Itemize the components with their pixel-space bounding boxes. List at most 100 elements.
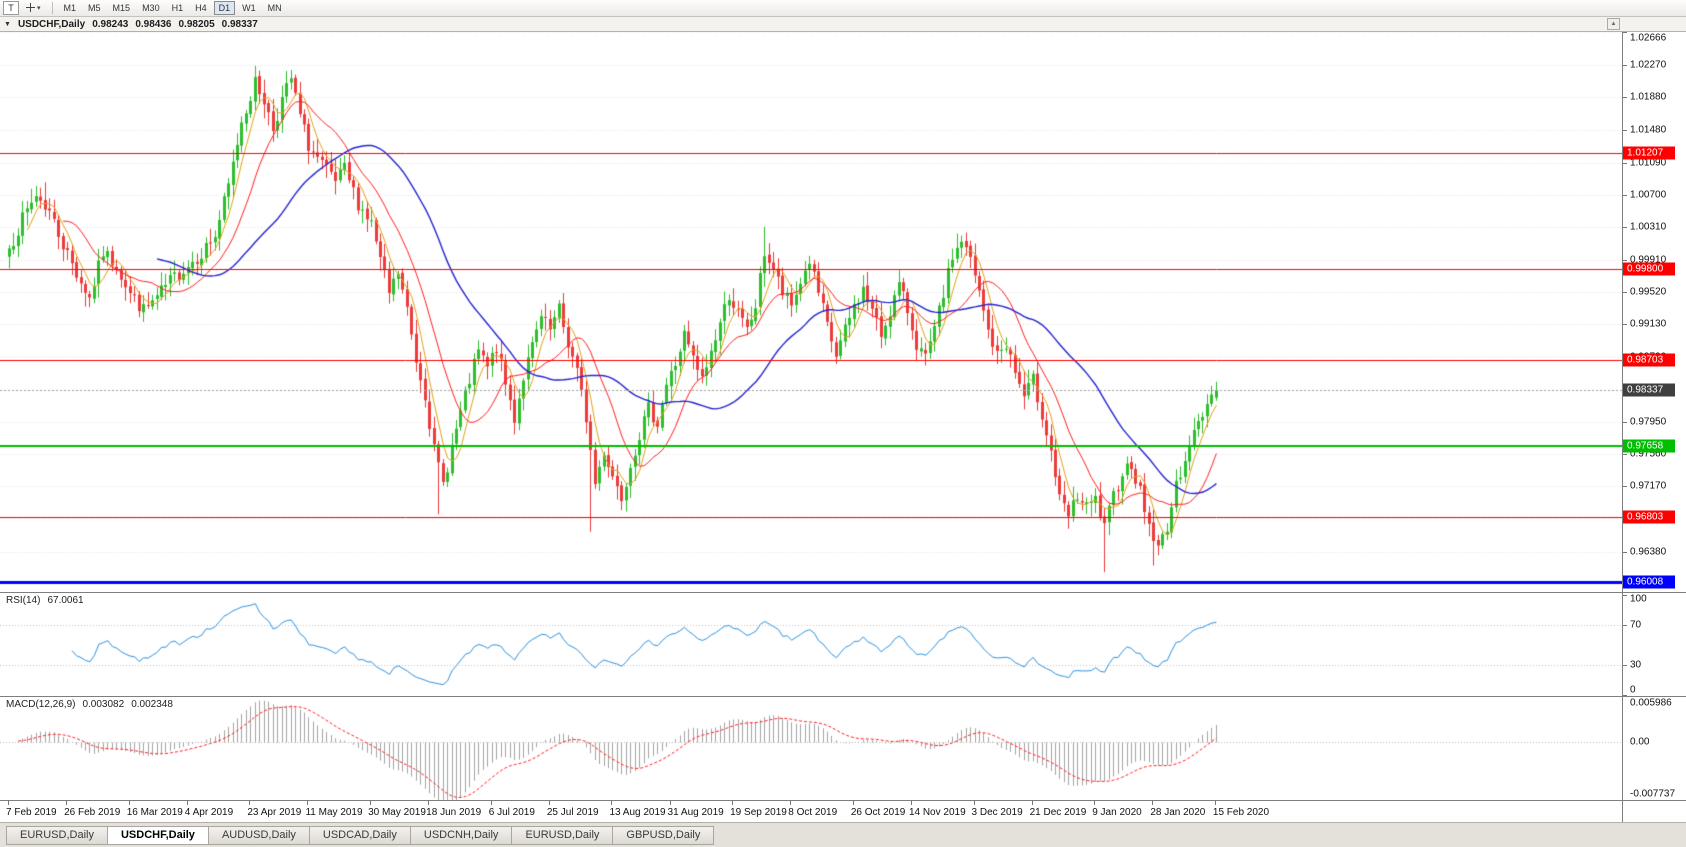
time-axis-tickmark xyxy=(187,801,188,805)
timeframe-button-m5[interactable]: M5 xyxy=(88,3,101,13)
macd-axis-label: -0.007737 xyxy=(1630,788,1676,800)
timeframe-button-d1[interactable]: D1 xyxy=(213,1,236,15)
hline-price-label: 0.97658 xyxy=(1623,439,1675,453)
time-axis-tickmark xyxy=(732,801,733,805)
timeframe-button-w1[interactable]: W1 xyxy=(242,3,256,13)
time-axis-label: 4 Apr 2019 xyxy=(184,807,234,818)
time-axis-tickmark xyxy=(129,801,130,805)
price-tick-label: 1.00700 xyxy=(1630,189,1667,201)
bar-close-value: 0.98337 xyxy=(221,18,258,30)
hline-price-label: 0.96008 xyxy=(1623,575,1675,589)
toolbar-separator xyxy=(51,2,53,14)
price-axis-tickmark xyxy=(1623,130,1627,131)
time-axis-tickmark xyxy=(670,801,671,805)
hline-price-label: 1.01207 xyxy=(1623,146,1675,160)
time-axis-label: 13 Aug 2019 xyxy=(609,807,666,818)
rsi-canvas[interactable] xyxy=(0,593,1622,696)
price-tick-label: 0.96380 xyxy=(1630,546,1667,558)
time-axis-tickmark xyxy=(66,801,67,805)
price-axis-tickmark xyxy=(1623,65,1627,66)
chart-tab-usdchf-daily-1[interactable]: USDCHF,Daily xyxy=(107,826,209,845)
price-tick-label: 0.99130 xyxy=(1630,318,1667,330)
time-axis-label: 8 Oct 2019 xyxy=(788,807,838,818)
macd-canvas[interactable] xyxy=(0,697,1622,800)
price-axis-tickmark xyxy=(1623,422,1627,423)
timeframe-button-m30[interactable]: M30 xyxy=(142,3,160,13)
chart-tab-gbpusd-daily-6[interactable]: GBPUSD,Daily xyxy=(613,826,715,845)
chart-scroll-button[interactable]: ▲ xyxy=(1607,18,1620,30)
axis-corner-separator xyxy=(1622,801,1623,822)
chart-tab-usdcad-daily-3[interactable]: USDCAD,Daily xyxy=(309,826,411,845)
timeframe-group: M1 M5 M15 M30 H1 H4 D1 W1 MN xyxy=(59,1,287,15)
chart-tab-eurusd-daily-0[interactable]: EURUSD,Daily xyxy=(6,826,108,845)
rsi-indicator-value: 67.0061 xyxy=(47,595,84,606)
rsi-axis-label: 30 xyxy=(1630,659,1642,670)
bar-open-value: 0.98243 xyxy=(92,18,129,30)
timeframe-button-h4[interactable]: H4 xyxy=(195,3,207,13)
price-axis-tickmark xyxy=(1623,454,1627,455)
price-tick-label: 1.02666 xyxy=(1630,32,1667,44)
rsi-axis-tickmark xyxy=(1623,695,1627,696)
time-axis-label: 21 Dec 2019 xyxy=(1029,807,1087,818)
time-axis-tickmark xyxy=(790,801,791,805)
time-axis-tickmark xyxy=(974,801,975,805)
time-axis-tickmark xyxy=(491,801,492,805)
time-axis[interactable]: 7 Feb 2019 26 Feb 2019 16 Mar 2019 4 Apr 20… xyxy=(0,800,1686,822)
rsi-panel: RSI(14) 67.0061 100 70 30 0 xyxy=(0,592,1686,696)
time-axis-tickmark xyxy=(1152,801,1153,805)
price-tick-label: 0.97950 xyxy=(1630,416,1667,428)
bar-high-value: 0.98436 xyxy=(135,18,172,30)
macd-label: MACD(12,26,9) 0.003082 0.002348 xyxy=(6,699,173,710)
time-axis-label: 18 Jun 2019 xyxy=(426,807,482,818)
price-tick-label: 1.00310 xyxy=(1630,221,1667,233)
time-axis-tickmark xyxy=(249,801,250,805)
timeframe-button-m15[interactable]: M15 xyxy=(112,3,131,13)
chart-tab-eurusd-daily-5[interactable]: EURUSD,Daily xyxy=(512,826,614,845)
price-tick-label: 1.02270 xyxy=(1630,59,1667,71)
cursor-tool-button[interactable]: ▾ xyxy=(21,1,46,15)
timeframe-button-m1[interactable]: M1 xyxy=(63,3,77,13)
price-chart-canvas[interactable] xyxy=(0,32,1622,592)
time-axis-label: 31 Aug 2019 xyxy=(667,807,724,818)
rsi-label: RSI(14) 67.0061 xyxy=(6,595,84,606)
price-axis-tickmark xyxy=(1623,260,1627,261)
time-axis-label: 23 Apr 2019 xyxy=(247,807,302,818)
time-axis-tickmark xyxy=(428,801,429,805)
chart-tab-audusd-daily-2[interactable]: AUDUSD,Daily xyxy=(208,826,310,845)
price-axis-tickmark xyxy=(1623,324,1627,325)
price-tick-label: 0.97170 xyxy=(1630,480,1667,492)
rsi-axis[interactable]: 100 70 30 0 xyxy=(1622,593,1686,696)
price-axis-tickmark xyxy=(1623,292,1627,293)
time-axis-label: 26 Oct 2019 xyxy=(850,807,906,818)
chart-title-bar: ▼ USDCHF,Daily 0.98243 0.98436 0.98205 0… xyxy=(0,17,1686,32)
window-menu-icon[interactable]: ▼ xyxy=(4,20,11,28)
time-axis-label: 6 Jul 2019 xyxy=(488,807,535,818)
chart-tab-usdcnh-daily-4[interactable]: USDCNH,Daily xyxy=(410,826,513,845)
chart-symbol-label: USDCHF,Daily xyxy=(17,18,86,30)
macd-axis-label: 0.00 xyxy=(1630,736,1650,748)
text-tool-button[interactable]: T xyxy=(3,1,19,15)
rsi-axis-tickmark xyxy=(1623,595,1627,596)
price-axis-tickmark xyxy=(1623,195,1627,196)
price-tick-label: 1.01880 xyxy=(1630,91,1667,103)
macd-axis[interactable]: 0.005986 0.00 -0.007737 xyxy=(1622,697,1686,800)
price-axis-tickmark xyxy=(1623,163,1627,164)
price-axis-tickmark xyxy=(1623,32,1627,33)
time-axis-label: 19 Sep 2019 xyxy=(730,807,787,818)
timeframe-button-h1[interactable]: H1 xyxy=(171,3,184,13)
time-axis-tickmark xyxy=(8,801,9,805)
hline-price-label: 0.98703 xyxy=(1623,353,1675,367)
price-axis-tickmark xyxy=(1623,227,1627,228)
rsi-axis-label: 0 xyxy=(1630,684,1636,696)
price-axis[interactable]: 1.02666 1.02270 1.01880 1.01480 1.01090 1.007… xyxy=(1622,32,1686,592)
time-axis-tickmark xyxy=(853,801,854,805)
crosshair-icon xyxy=(26,2,35,14)
rsi-axis-label: 70 xyxy=(1630,619,1642,630)
rsi-axis-tickmark xyxy=(1623,665,1627,666)
time-axis-label: 11 May 2019 xyxy=(305,807,363,818)
time-axis-tickmark xyxy=(911,801,912,805)
time-axis-label: 3 Dec 2019 xyxy=(971,807,1023,818)
hline-price-label: 0.99800 xyxy=(1623,262,1675,276)
timeframe-button-mn[interactable]: MN xyxy=(267,3,282,13)
